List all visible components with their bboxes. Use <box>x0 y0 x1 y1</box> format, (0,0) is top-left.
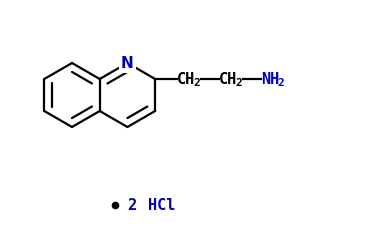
Text: 2: 2 <box>277 78 284 87</box>
Text: HCl: HCl <box>148 198 175 213</box>
Text: CH: CH <box>177 72 195 87</box>
Text: 2: 2 <box>193 78 200 87</box>
Text: 2: 2 <box>127 198 136 213</box>
Text: N: N <box>121 55 134 71</box>
Text: CH: CH <box>219 72 237 87</box>
Text: NH: NH <box>261 72 279 87</box>
Text: 2: 2 <box>235 78 242 87</box>
